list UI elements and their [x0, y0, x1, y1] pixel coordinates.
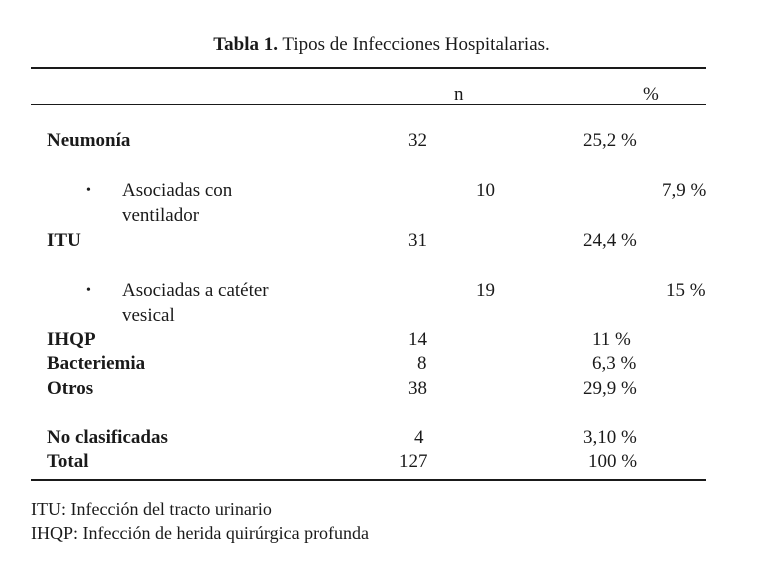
table-caption-text: Tipos de Infecciones Hospitalarias. — [282, 34, 550, 55]
row-label-cateter-line2: vesical — [122, 305, 175, 326]
footnote-ihqp: IHQP: Infección de herida quirúrgica pro… — [31, 523, 370, 543]
row-n-cateter: 19 — [476, 280, 495, 301]
row-label-ventilador-line1: Asociadas con — [122, 180, 233, 201]
header-n: n — [454, 84, 464, 105]
row-n-neumonia: 32 — [408, 130, 427, 151]
row-pct-bacteriemia: 6,3 % — [592, 353, 637, 374]
row-pct-itu: 24,4 % — [583, 230, 637, 251]
row-n-itu: 31 — [408, 230, 427, 251]
table-caption: Tabla 1. Tipos de Infecciones Hospitalar… — [0, 35, 763, 54]
row-pct-neumonia: 25,2 % — [583, 130, 637, 151]
bottom-rule — [31, 479, 706, 481]
row-pct-ihqp: 11 % — [592, 329, 631, 350]
row-label-no-clasificadas: No clasificadas — [47, 427, 168, 448]
bullet-icon: • — [86, 183, 91, 198]
row-label-otros: Otros — [47, 378, 94, 399]
bullet-icon: • — [86, 283, 91, 298]
row-pct-no-clasificadas: 3,10 % — [583, 427, 637, 448]
top-rule — [31, 67, 706, 69]
row-label-itu: ITU — [47, 230, 81, 251]
row-pct-ventilador: 7,9 % — [662, 180, 707, 201]
row-n-total: 127 — [399, 451, 428, 472]
header-percent: % — [643, 84, 659, 105]
row-n-ihqp: 14 — [408, 329, 427, 350]
table-caption-label: Tabla 1. — [213, 34, 278, 55]
row-n-ventilador: 10 — [476, 180, 495, 201]
row-pct-otros: 29,9 % — [583, 378, 637, 399]
row-n-no-clasificadas: 4 — [414, 427, 424, 448]
row-pct-total: 100 % — [588, 451, 638, 472]
row-label-ventilador-line2: ventilador — [122, 205, 200, 226]
row-label-cateter-line1: Asociadas a catéter — [122, 280, 269, 301]
row-n-otros: 38 — [408, 378, 427, 399]
footnote-itu: ITU: Infección del tracto urinario — [31, 499, 272, 519]
row-label-ihqp: IHQP — [47, 329, 96, 350]
row-n-bacteriemia: 8 — [417, 353, 427, 374]
row-pct-cateter: 15 % — [666, 280, 706, 301]
header-rule — [31, 104, 706, 105]
row-label-bacteriemia: Bacteriemia — [47, 353, 146, 374]
row-label-neumonia: Neumonía — [47, 130, 131, 151]
row-label-total: Total — [47, 451, 89, 472]
